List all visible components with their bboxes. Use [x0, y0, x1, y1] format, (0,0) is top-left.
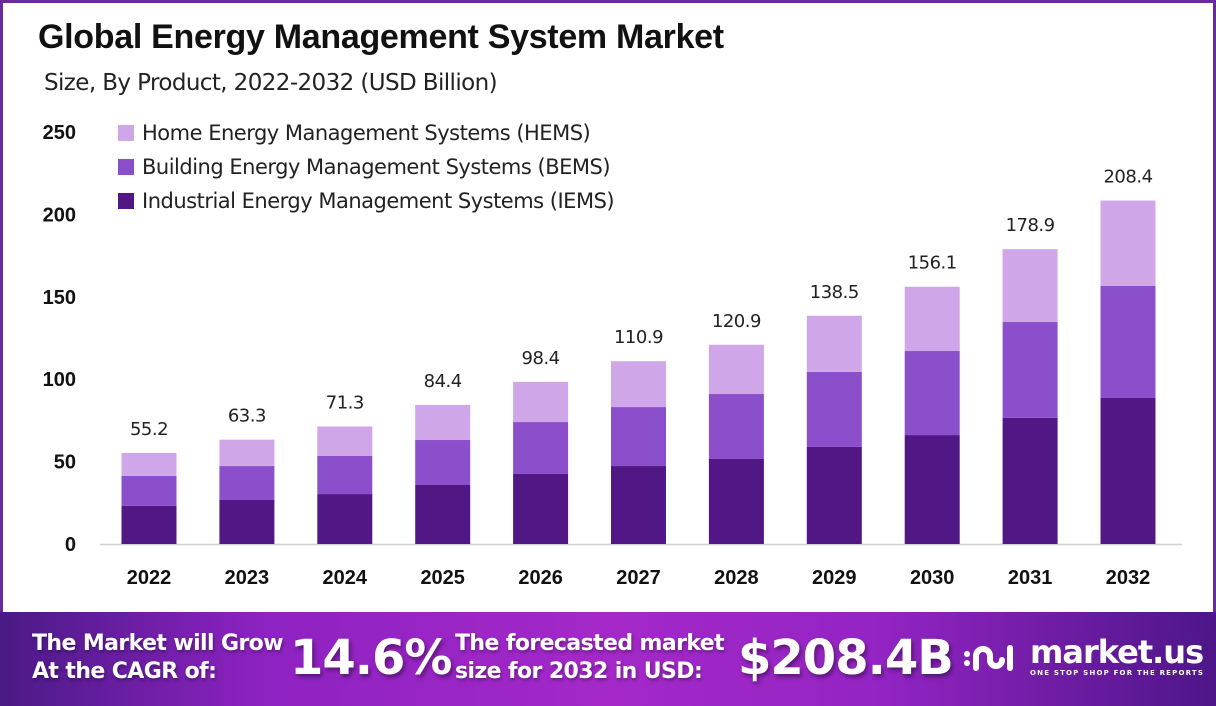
- bar-total-label: 178.9: [1006, 215, 1055, 236]
- bar-segment-bems: [513, 422, 569, 474]
- cagr-caption: The Market will Grow At the CAGR of:: [32, 630, 284, 686]
- bar-total-label: 156.1: [908, 253, 957, 274]
- bar-segment-iems: [219, 499, 275, 544]
- bar-segment-iems: [415, 485, 471, 544]
- bar-segment-hems: [708, 344, 764, 395]
- summary-banner: The Market will Grow At the CAGR of: 14.…: [0, 612, 1216, 706]
- x-tick-label: 2022: [127, 567, 172, 589]
- bar-segment-hems: [415, 404, 471, 441]
- x-tick-label: 2029: [812, 567, 857, 589]
- bar-segment-bems: [1002, 322, 1058, 418]
- bar-total-label: 63.3: [228, 406, 266, 427]
- bar-segment-hems: [1002, 249, 1058, 323]
- bar-segment-bems: [1100, 285, 1156, 398]
- cagr-value: 14.6%: [290, 630, 453, 686]
- bar-segment-bems: [611, 407, 666, 467]
- x-tick-label: 2023: [225, 567, 270, 589]
- logo-mark-icon: [964, 644, 1013, 671]
- bar-total-label: 84.4: [424, 371, 462, 392]
- chart-legend: Home Energy Management Systems (HEMS) Bu…: [118, 116, 615, 218]
- bar-segment-hems: [904, 286, 960, 352]
- bar-segment-iems: [317, 494, 373, 544]
- stacked-bar-chart: 0 50 100 150 200 250 55.2 2022 63.3 2023 71.3 2024 8…: [43, 122, 1182, 589]
- y-tick-label: 50: [54, 452, 76, 474]
- legend-label-hems: Home Energy Management Systems (HEMS): [142, 121, 591, 145]
- bar-segment-hems: [121, 453, 177, 476]
- cagr-caption-line1: The Market will Grow: [32, 631, 284, 656]
- legend-item-bems: Building Energy Management Systems (BEMS…: [118, 150, 614, 184]
- legend-swatch-iems: [118, 193, 134, 209]
- bar-segment-hems: [1100, 200, 1156, 286]
- legend-item-iems: Industrial Energy Management Systems (IE…: [118, 184, 615, 218]
- legend-label-iems: Industrial Energy Management Systems (IE…: [142, 189, 615, 213]
- bar-segment-hems: [611, 361, 666, 408]
- bar-segment-bems: [904, 351, 960, 436]
- legend-item-hems: Home Energy Management Systems (HEMS): [118, 116, 614, 150]
- legend-swatch-bems: [118, 159, 134, 175]
- bar-segment-iems: [121, 505, 177, 544]
- bar-total-label: 110.9: [614, 327, 663, 348]
- bar-segment-iems: [513, 473, 569, 544]
- x-tick-label: 2031: [1008, 567, 1053, 589]
- bar-total-label: 138.5: [810, 282, 859, 303]
- chart-title: Global Energy Management System Market: [38, 18, 724, 56]
- bar-segment-bems: [415, 440, 471, 486]
- bar-segment-bems: [806, 371, 862, 447]
- x-tick-label: 2032: [1106, 567, 1151, 589]
- x-tick-label: 2026: [518, 567, 563, 589]
- y-tick-label: 250: [43, 122, 76, 144]
- bar-segment-bems: [708, 394, 764, 459]
- bar-segment-hems: [219, 439, 275, 467]
- bar-segment-iems: [708, 458, 764, 544]
- bar-total-label: 208.4: [1103, 167, 1152, 188]
- y-tick-label: 0: [65, 534, 76, 556]
- x-tick-label: 2027: [616, 567, 661, 589]
- x-tick-label: 2030: [910, 567, 955, 589]
- bar-segment-bems: [317, 455, 373, 495]
- x-tick-label: 2025: [420, 567, 465, 589]
- logo-tagline: ONE STOP SHOP FOR THE REPORTS: [1030, 669, 1205, 677]
- bar-segment-iems: [611, 466, 666, 544]
- y-tick-label: 100: [43, 369, 76, 391]
- legend-swatch-hems: [118, 125, 134, 141]
- bar-segment-hems: [513, 381, 569, 423]
- bar-segment-hems: [806, 315, 862, 372]
- logo-name: market.us: [1030, 633, 1204, 671]
- bar-segment-bems: [219, 466, 275, 500]
- bar-segment-iems: [1100, 397, 1156, 544]
- legend-label-bems: Building Energy Management Systems (BEMS…: [142, 155, 611, 179]
- bar-total-label: 98.4: [522, 348, 560, 369]
- forecast-caption-line1: The forecasted market: [455, 631, 725, 656]
- y-tick-label: 200: [43, 204, 76, 226]
- bar-segment-iems: [1002, 417, 1058, 544]
- y-tick-label: 150: [43, 287, 76, 309]
- forecast-value: $208.4B: [738, 630, 954, 686]
- x-tick-label: 2028: [714, 567, 759, 589]
- forecast-caption-line2: size for 2032 in USD:: [455, 659, 703, 684]
- market-us-logo: market.us ONE STOP SHOP FOR THE REPORTS: [962, 636, 1204, 677]
- bar-segment-iems: [904, 435, 960, 544]
- cagr-caption-line2: At the CAGR of:: [32, 659, 217, 684]
- bar-total-label: 120.9: [712, 311, 761, 332]
- chart-subtitle: Size, By Product, 2022-2032 (USD Billion…: [44, 70, 498, 96]
- bar-total-label: 71.3: [326, 392, 364, 413]
- x-tick-label: 2024: [323, 567, 368, 589]
- bar-segment-hems: [317, 426, 373, 456]
- bar-segment-iems: [806, 446, 862, 544]
- forecast-caption: The forecasted market size for 2032 in U…: [455, 630, 725, 686]
- bar-segment-bems: [121, 475, 177, 506]
- bar-total-label: 55.2: [130, 419, 168, 440]
